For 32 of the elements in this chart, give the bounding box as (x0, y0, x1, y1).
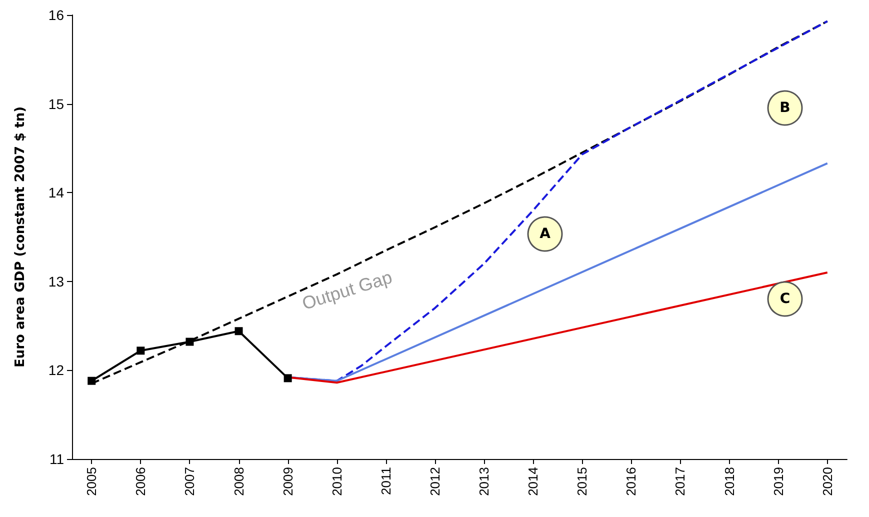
point (234, 327, 243, 336)
x-tick-label: 2020 (820, 467, 835, 496)
annotation: Output Gap (300, 267, 394, 314)
x-tick-label: 2005 (84, 467, 100, 496)
point (88, 376, 96, 385)
y-tick-label: 13 (48, 273, 64, 290)
x-tick-label: 2007 (182, 467, 198, 496)
point (186, 338, 194, 346)
y-tick-label: 15 (48, 96, 64, 112)
y-axis-title: Euro area GDP (constant 2007 $ tn) (13, 106, 28, 368)
annotation: B (780, 100, 790, 116)
x-tick-label: 2011 (378, 467, 394, 495)
annotation: C (780, 291, 790, 307)
x-tick-label: 2019 (770, 467, 786, 496)
x-tick-label: 2018 (722, 467, 737, 496)
x-tick-label: 2013 (476, 467, 492, 496)
annotation: A (540, 226, 551, 242)
x-tick-label: 2014 (526, 467, 541, 496)
x-tick-label: 2017 (672, 467, 688, 496)
x-tick-label: 2015 (574, 467, 590, 496)
point (284, 374, 292, 382)
x-tick-label: 2008 (231, 467, 246, 496)
x-tick-label: 2006 (133, 467, 148, 496)
y-tick-label: 16 (48, 7, 64, 23)
y-tick-label: 11 (49, 451, 64, 467)
x-tick-label: 2010 (329, 467, 344, 496)
x-tick-label: 2016 (624, 467, 639, 496)
x-tick-label: 2009 (280, 467, 296, 496)
x-tick-label: 2012 (427, 467, 442, 496)
y-tick-label: 14 (48, 184, 64, 201)
y-tick-label: 12 (48, 362, 64, 378)
point (136, 346, 145, 355)
